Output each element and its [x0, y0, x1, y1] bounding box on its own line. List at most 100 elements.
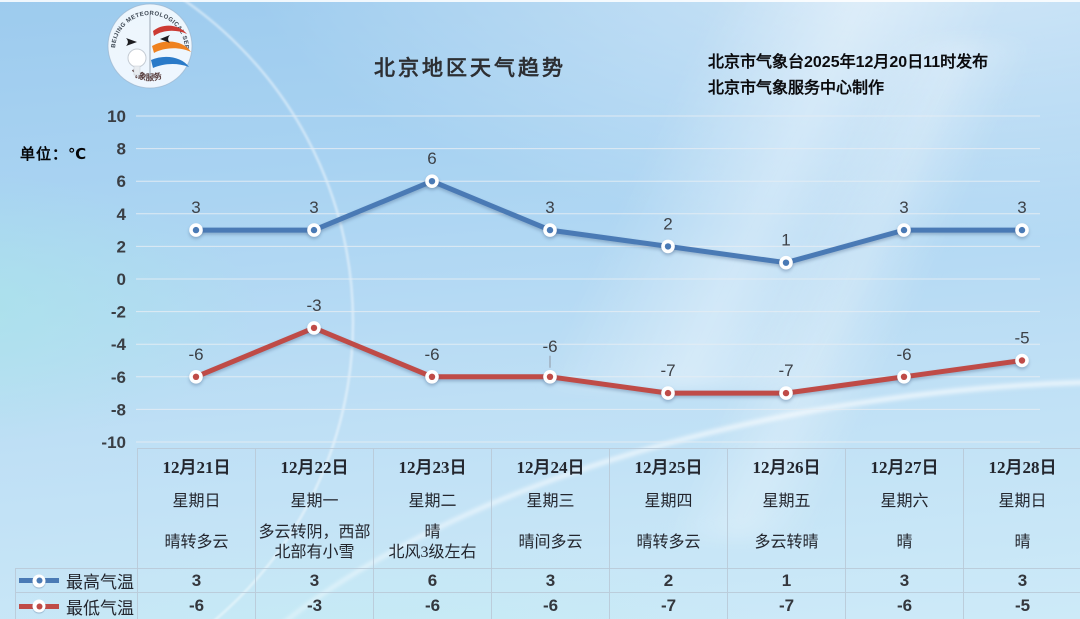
low-temp-cell: -6 [138, 593, 256, 619]
marker-dot-icon [32, 599, 46, 613]
data-point-label: -6 [424, 345, 439, 364]
week-cell: 星期日 [964, 481, 1080, 517]
max-temp-line [193, 178, 1025, 266]
data-point-label: -7 [660, 361, 675, 380]
week-cell: 星期二 [374, 481, 492, 517]
data-point-label: -6 [542, 337, 557, 356]
temperature-table: 最高气温 3 3 6 3 2 1 3 3 最低气温 -6 -3 -6 -6 -7 -7 -6 -5 [15, 568, 1080, 619]
high-temp-cell: 1 [728, 569, 846, 593]
high-temp-cell: 3 [138, 569, 256, 593]
date-cell: 12月21日 [138, 449, 256, 481]
weather-cell: 晴 北风3级左右 [374, 517, 492, 569]
high-temp-cell: 3 [846, 569, 964, 593]
data-point-label: 2 [663, 214, 672, 233]
date-cell: 12月24日 [492, 449, 610, 481]
y-axis-tick-label: -4 [111, 335, 127, 354]
issued-by-line: 北京市气象台2025年12月20日11时发布 [708, 54, 989, 71]
data-point-label: -6 [188, 345, 203, 364]
date-cell: 12月25日 [610, 449, 728, 481]
logo-blue-swoosh [151, 56, 189, 68]
y-axis-tick-label: 10 [107, 107, 126, 126]
low-temp-cell: -7 [728, 593, 846, 619]
data-point-label: 3 [309, 198, 318, 217]
logo-orange-swoosh [152, 41, 191, 53]
temperature-trend-chart: 10 8 6 4 2 0 -2 -4 -6 -8 -10 3 3 6 3 2 1 3 3 -6 -3 -6 -6 -7 -7 -6… [101, 107, 1040, 452]
data-point-label: 3 [1017, 198, 1026, 217]
logo-right-arrow-icon [160, 35, 170, 43]
high-temp-cell: 3 [492, 569, 610, 593]
weather-cell: 多云转晴 [728, 517, 846, 569]
data-point-marker-center [664, 389, 672, 397]
week-cell: 星期日 [138, 481, 256, 517]
weather-cell: 晴 [846, 517, 964, 569]
low-temp-cell: -6 [492, 593, 610, 619]
week-cell: 星期五 [728, 481, 846, 517]
data-point-marker-center [900, 226, 908, 234]
weather-cell: 晴转多云 [610, 517, 728, 569]
date-cell: 12月27日 [846, 449, 964, 481]
y-axis-tick-label: 2 [117, 237, 126, 256]
high-temp-cell: 2 [610, 569, 728, 593]
min-temp-line [193, 325, 1025, 396]
legend-label: 最低气温 [66, 598, 134, 618]
week-cell: 星期六 [846, 481, 964, 517]
y-axis-tick-label: 4 [117, 205, 127, 224]
unit-label: 单位：℃ [20, 146, 88, 163]
y-axis-tick-label: 8 [117, 140, 126, 159]
date-cell: 12月23日 [374, 449, 492, 481]
legend-item-max-temp: 最高气温 [16, 569, 138, 593]
y-axis-tick-label: -8 [111, 400, 126, 419]
weather-cell: 晴间多云 [492, 517, 610, 569]
max-temp-line-icon [19, 574, 59, 587]
data-point-label: 3 [899, 198, 908, 217]
data-point-label: -3 [306, 296, 321, 315]
data-point-label: -7 [778, 361, 793, 380]
date-cell: 12月26日 [728, 449, 846, 481]
y-axis-tick-label: -6 [111, 368, 126, 387]
weather-cell: 多云转阴，西部北部有小雪 [256, 517, 374, 569]
data-point-label: -6 [896, 345, 911, 364]
y-axis-tick-label: -10 [101, 433, 126, 452]
data-point-marker-center [1018, 226, 1026, 234]
low-temp-cell: -7 [610, 593, 728, 619]
weather-cell: 晴转多云 [138, 517, 256, 569]
top-edge-highlight [0, 0, 1080, 2]
forecast-table: 12月21日 12月22日 12月23日 12月24日 12月25日 12月26日 12月2… [137, 448, 1080, 569]
weather-cell: 晴 [964, 517, 1080, 569]
legend-label: 最高气温 [66, 573, 134, 592]
week-cell: 星期四 [610, 481, 728, 517]
page-title: 北京地区天气趋势 [374, 57, 566, 81]
data-point-marker-center [664, 243, 672, 250]
data-point-label: 3 [191, 198, 200, 217]
low-temp-cell: -5 [964, 593, 1080, 619]
data-point-label: 6 [427, 149, 436, 168]
low-temp-cell: -6 [374, 593, 492, 619]
logo-red-swoosh [153, 25, 187, 36]
date-cell: 12月22日 [256, 449, 374, 481]
data-point-marker-center [192, 226, 200, 234]
data-point-marker-center [310, 324, 318, 332]
data-point-marker-center [428, 373, 436, 380]
high-temp-cell: 3 [256, 569, 374, 593]
beijing-meteorological-logo: BEIJING METEOROLOGICAL SERVICE 气象服务 [106, 2, 193, 89]
data-point-marker-center [1018, 357, 1026, 364]
produced-by-line: 北京市气象服务中心制作 [708, 80, 885, 97]
week-cell: 星期一 [256, 481, 374, 517]
data-point-marker-center [428, 178, 436, 185]
data-point-marker-center [900, 373, 908, 380]
data-point-marker-center [782, 389, 790, 397]
min-temp-line-icon [19, 599, 59, 613]
logo-radar-base [133, 65, 141, 76]
high-temp-cell: 6 [374, 569, 492, 593]
logo-left-arrow-icon [126, 38, 137, 46]
data-point-marker-center [782, 259, 790, 266]
high-temp-cell: 3 [964, 569, 1080, 593]
week-cell: 星期三 [492, 481, 610, 517]
data-point-marker-center [546, 226, 554, 234]
y-axis-tick-label: 6 [117, 172, 126, 191]
date-cell: 12月28日 [964, 449, 1080, 481]
y-axis-tick-label: 0 [117, 270, 126, 289]
data-point-marker-center [546, 373, 554, 380]
y-axis-tick-label: -2 [111, 303, 126, 322]
